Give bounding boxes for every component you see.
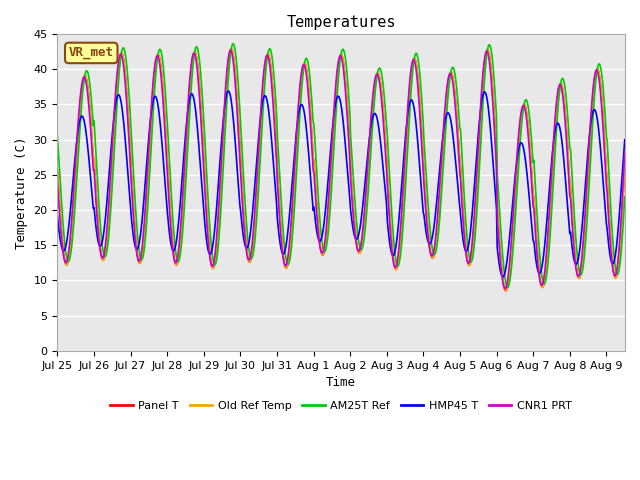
- X-axis label: Time: Time: [326, 376, 356, 389]
- Line: HMP45 T: HMP45 T: [58, 91, 625, 277]
- AM25T Ref: [504, 285, 512, 290]
- Panel T: [318, 251, 326, 256]
- Old Ref Temp: [56, 204, 63, 209]
- AM25T Ref: [133, 224, 141, 229]
- Line: Old Ref Temp: Old Ref Temp: [58, 48, 625, 291]
- Legend: Panel T, Old Ref Temp, AM25T Ref, HMP45 T, CNR1 PRT: Panel T, Old Ref Temp, AM25T Ref, HMP45 …: [106, 396, 576, 415]
- Old Ref Temp: [133, 248, 141, 253]
- AM25T Ref: [54, 134, 61, 140]
- CNR1 PRT: [621, 149, 628, 155]
- HMP45 T: [133, 246, 141, 252]
- Panel T: [475, 144, 483, 150]
- AM25T Ref: [461, 209, 469, 215]
- HMP45 T: [56, 233, 63, 239]
- Panel T: [621, 163, 628, 169]
- AM25T Ref: [318, 236, 326, 241]
- Old Ref Temp: [54, 168, 61, 173]
- Panel T: [228, 46, 236, 51]
- HMP45 T: [461, 247, 469, 253]
- Old Ref Temp: [228, 46, 236, 51]
- CNR1 PRT: [318, 250, 326, 256]
- CNR1 PRT: [227, 48, 235, 53]
- HMP45 T: [499, 274, 506, 280]
- Panel T: [461, 238, 469, 244]
- AM25T Ref: [56, 171, 63, 177]
- AM25T Ref: [296, 107, 304, 112]
- CNR1 PRT: [54, 179, 61, 184]
- Old Ref Temp: [475, 144, 483, 150]
- CNR1 PRT: [461, 244, 469, 250]
- HMP45 T: [296, 104, 304, 109]
- Panel T: [502, 288, 509, 294]
- Line: CNR1 PRT: CNR1 PRT: [58, 50, 625, 289]
- CNR1 PRT: [475, 131, 483, 137]
- HMP45 T: [54, 213, 61, 219]
- HMP45 T: [225, 88, 232, 94]
- HMP45 T: [318, 235, 326, 241]
- CNR1 PRT: [133, 251, 141, 257]
- Panel T: [54, 168, 61, 173]
- Title: Temperatures: Temperatures: [286, 15, 396, 30]
- AM25T Ref: [229, 41, 237, 47]
- Old Ref Temp: [621, 163, 628, 169]
- Old Ref Temp: [296, 86, 304, 92]
- Panel T: [56, 204, 63, 209]
- CNR1 PRT: [501, 286, 509, 292]
- CNR1 PRT: [56, 213, 63, 219]
- Line: AM25T Ref: AM25T Ref: [58, 44, 625, 288]
- Old Ref Temp: [461, 238, 469, 244]
- Text: VR_met: VR_met: [68, 47, 114, 60]
- Panel T: [296, 86, 304, 92]
- CNR1 PRT: [296, 80, 304, 85]
- Old Ref Temp: [502, 288, 509, 294]
- Panel T: [133, 248, 141, 253]
- AM25T Ref: [475, 174, 483, 180]
- HMP45 T: [621, 137, 628, 143]
- Y-axis label: Temperature (C): Temperature (C): [15, 136, 28, 249]
- Line: Panel T: Panel T: [58, 48, 625, 291]
- HMP45 T: [475, 124, 483, 130]
- AM25T Ref: [621, 194, 628, 200]
- Old Ref Temp: [318, 251, 326, 256]
